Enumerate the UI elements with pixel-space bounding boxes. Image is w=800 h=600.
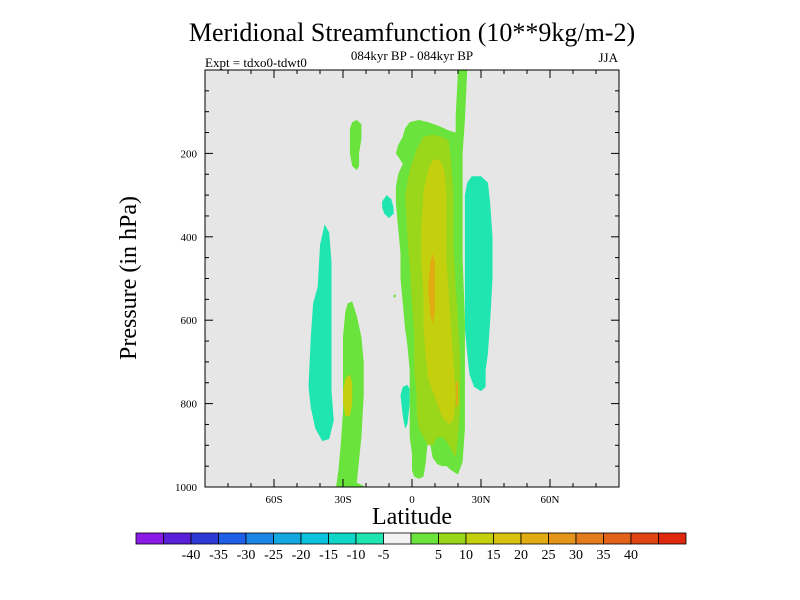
x-tick-label: 30N — [472, 494, 491, 506]
colorbar-swatch — [493, 532, 522, 545]
colorbar-label: -10 — [347, 548, 366, 563]
colorbar-swatch — [355, 532, 384, 545]
subtitle-right: JJA — [598, 50, 618, 65]
colorbar-swatch — [163, 532, 192, 545]
contour-region-11 — [428, 253, 435, 325]
colorbar-label: 35 — [597, 548, 611, 563]
colorbar-label: 25 — [542, 548, 556, 563]
contour-region-3 — [382, 195, 394, 218]
x-tick-label: 60N — [541, 494, 560, 506]
colorbar: -40 -35 -30 -25 -20 -15 -10 -5 5 10 15 20 25 30 35 40 — [135, 532, 687, 563]
x-tick-label: 30S — [334, 494, 351, 506]
subtitle-center: 084kyr BP - 084kyr BP — [351, 48, 473, 63]
contour-region-5 — [349, 120, 362, 171]
colorbar-label: 5 — [435, 548, 442, 563]
colorbar-swatch — [630, 532, 659, 545]
contour-region-4 — [400, 384, 410, 429]
x-tick-label: 60S — [265, 494, 282, 506]
colorbar-swatch — [575, 532, 604, 545]
colorbar-swatch — [245, 532, 274, 545]
colorbar-label: -30 — [237, 548, 256, 563]
colorbar-label: -20 — [292, 548, 311, 563]
colorbar-swatch — [438, 532, 467, 545]
y-tick-label: 800 — [181, 399, 198, 411]
x-tick-label: 0 — [409, 494, 415, 506]
chart-title: Meridional Streamfunction (10**9kg/m-2) — [189, 18, 635, 47]
colorbar-label: 30 — [569, 548, 583, 563]
colorbar-swatch — [328, 532, 357, 545]
colorbar-swatch — [603, 532, 632, 545]
contour-region-9 — [421, 159, 456, 425]
colorbar-label: -25 — [264, 548, 283, 563]
colorbar-swatch — [520, 532, 549, 545]
y-tick-label: 200 — [181, 148, 198, 160]
contour-region-1 — [308, 224, 334, 442]
colorbar-label: 15 — [487, 548, 501, 563]
colorbar-label: -5 — [378, 548, 390, 563]
colorbar-swatch — [548, 532, 577, 545]
contour-region-13 — [393, 294, 396, 298]
contour-region-2 — [464, 176, 493, 392]
colorbar-swatch — [383, 532, 412, 545]
y-axis-label: Pressure (in hPa) — [116, 196, 142, 360]
contour-region-10 — [343, 374, 353, 417]
colorbar-label: 10 — [459, 548, 473, 563]
x-axis-label: Latitude — [372, 504, 452, 530]
axis-ticks: 60S 30S 0 30N 60N 200 400 600 800 1000 — [175, 70, 619, 506]
colorbar-label: -35 — [209, 548, 228, 563]
colorbar-swatch — [465, 532, 494, 545]
colorbar-swatch — [218, 532, 247, 545]
colorbar-swatch — [135, 532, 164, 545]
y-tick-label: 400 — [181, 232, 198, 244]
colorbar-label: 40 — [624, 548, 638, 563]
colorbar-label: -15 — [319, 548, 338, 563]
subtitle-left: Expt = tdxo0-tdwt0 — [205, 55, 307, 70]
colorbar-label: 20 — [514, 548, 528, 563]
colorbar-swatch — [190, 532, 219, 545]
y-tick-label: 600 — [181, 315, 198, 327]
colorbar-swatch — [658, 532, 687, 545]
y-tick-label: 1000 — [175, 482, 198, 494]
colorbar-swatch — [300, 532, 329, 545]
colorbar-label: -40 — [182, 548, 201, 563]
contour-fill-layer — [308, 70, 493, 487]
colorbar-swatch — [273, 532, 302, 545]
colorbar-swatch — [410, 532, 439, 545]
contour-region-12 — [455, 380, 458, 408]
